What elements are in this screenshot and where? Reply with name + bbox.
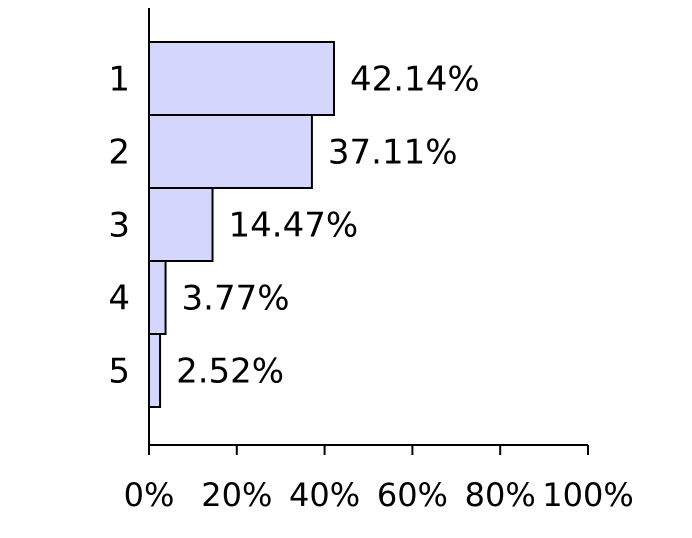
bar-1 [148, 41, 335, 116]
category-label-5: 5 [108, 352, 130, 392]
labels-layer: 1 42.14% 2 37.11% 3 14.47% 4 3.77% 5 2.52% 0% 20% 40… [108, 60, 633, 515]
bar-5 [148, 333, 162, 408]
bars-layer [148, 41, 335, 408]
bar-3 [148, 187, 214, 262]
x-tick-label-2: 40% [289, 476, 360, 514]
value-label-2: 37.11% [328, 133, 458, 173]
value-label-1: 42.14% [350, 60, 480, 100]
value-label-5: 2.52% [176, 352, 284, 392]
category-label-3: 3 [108, 206, 130, 246]
x-tick-label-4: 80% [465, 476, 536, 514]
category-label-4: 4 [108, 279, 130, 319]
x-tick-label-5: 100% [542, 476, 633, 514]
category-label-1: 1 [108, 60, 130, 100]
x-tick-label-0: 0% [124, 476, 175, 514]
bar-4 [148, 260, 167, 335]
value-label-4: 3.77% [182, 279, 290, 319]
axes-layer [148, 8, 589, 455]
value-label-3: 14.47% [229, 206, 359, 246]
bar-2 [148, 114, 313, 189]
x-tick-label-1: 20% [201, 476, 272, 514]
x-tick-label-3: 60% [377, 476, 448, 514]
category-label-2: 2 [108, 133, 130, 173]
